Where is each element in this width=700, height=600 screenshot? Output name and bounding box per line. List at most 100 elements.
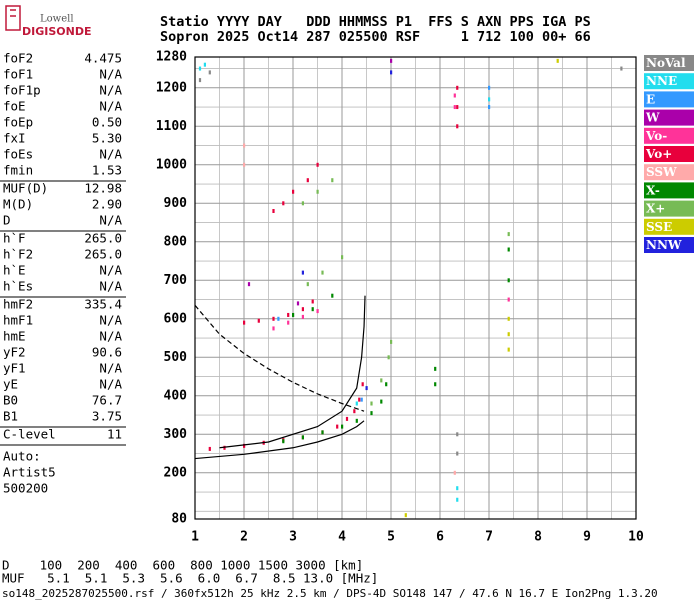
legend-label: NoVal [646,56,686,70]
echo-point [434,366,437,371]
param-name: fmin [3,163,33,178]
param-name: D [3,213,11,228]
param-name: foE [3,99,26,114]
param-value: 265.0 [84,231,122,246]
echo-point [331,293,334,298]
legend-label: SSE [646,220,672,234]
legend-swatch [644,109,694,126]
echo-point [507,232,510,237]
logo-top: Lowell [40,14,74,25]
echo-point [292,189,295,194]
echo-point [360,397,363,402]
logo-icon [5,5,21,31]
echo-point [507,347,510,352]
legend-label: X+ [646,202,665,216]
param-value: N/A [99,279,122,294]
echo-point [390,70,393,75]
param-value: N/A [99,329,122,344]
echo-point [355,401,358,406]
echo-point [282,201,285,206]
echo-point [282,439,285,444]
echo-point [306,282,309,287]
y-tick-label: 900 [164,196,188,211]
param-name: h`E [3,263,26,278]
legend-swatch [644,127,694,144]
echo-point [353,409,356,414]
echo-point [296,301,300,306]
y-tick-label: 500 [164,350,188,365]
auto-line: 500200 [3,481,48,496]
echo-point [287,320,290,325]
legend-swatch [644,200,694,217]
echo-point [385,382,388,387]
header-line: Statio YYYY DAY DDD HHMMSS P1 FFS S AXN … [160,14,591,30]
echo-point [311,299,314,304]
y-tick-label: 600 [164,311,188,326]
profile-curve [194,304,365,412]
legend-swatch [644,164,694,181]
echo-point [243,162,246,167]
echo-point [361,382,364,387]
echo-point [456,85,459,90]
header-line: Sopron 2025 Oct14 287 025500 RSF 1 712 1… [160,29,591,45]
profile-curve [219,295,366,449]
echo-point [292,312,295,317]
echo-point [453,105,456,110]
param-value: N/A [99,263,122,278]
x-tick-label: 8 [534,530,542,545]
echo-point [247,282,251,287]
param-value: 5.30 [92,131,122,146]
echo-point [380,378,383,383]
footer-line: D 100 200 400 600 800 1000 1500 3000 [km… [2,558,363,573]
y-tick-label: 200 [164,465,188,480]
param-name: B0 [3,393,18,408]
param-value: N/A [99,377,122,392]
auto-line: Artist5 [3,465,56,480]
x-tick-label: 9 [583,530,591,545]
echo-point [301,307,304,312]
echo-point [316,309,319,314]
echo-point [507,297,510,302]
echo-point [208,70,211,75]
param-value: 11 [107,427,122,442]
x-tick-label: 5 [387,530,395,545]
param-value: 1.53 [92,163,122,178]
echo-point [203,62,206,67]
y-tick-label: 1100 [156,119,187,134]
echo-point [355,418,358,423]
param-name: yF1 [3,361,26,376]
echo-point [287,312,290,317]
echo-point [331,178,334,183]
param-value: 12.98 [84,181,122,196]
echo-point [358,397,361,402]
echo-point [380,399,383,404]
echo-point [370,401,373,406]
legend-label: W [645,111,660,125]
echo-point [316,162,319,167]
param-name: fxI [3,131,26,146]
legend-label: NNW [646,238,682,252]
logo-bottom: DIGISONDE [22,25,91,38]
param-name: B1 [3,409,18,424]
param-value: 0.50 [92,115,122,130]
param-name: MUF(D) [3,181,48,196]
param-name: M(D) [3,197,33,212]
echo-point [453,470,456,475]
legend-swatch [644,55,694,71]
echo-point [301,270,304,275]
echo-point [341,255,344,260]
echo-point [507,247,510,252]
echo-point [387,355,390,360]
legend-swatch [644,91,694,108]
echo-point [316,189,319,194]
param-value: N/A [99,313,122,328]
echo-point [620,66,623,71]
param-name: hmF1 [3,313,33,328]
param-value: N/A [99,83,122,98]
profile-curve [194,420,365,460]
echo-point [272,316,275,321]
echo-point [456,486,459,491]
param-value: N/A [99,99,122,114]
param-name: yF2 [3,345,26,360]
